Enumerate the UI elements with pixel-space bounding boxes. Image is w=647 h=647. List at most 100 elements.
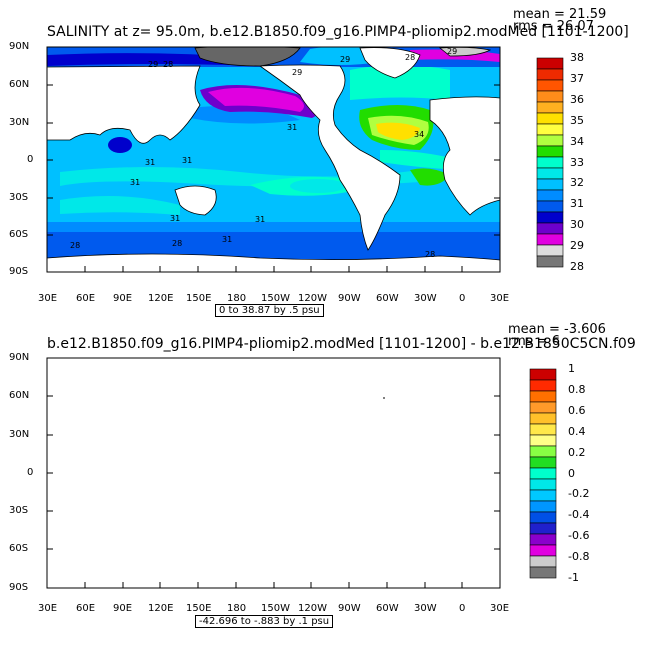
colorbar-swatch bbox=[536, 178, 564, 191]
lon-label: 60W bbox=[376, 603, 399, 614]
lat-label: 30S bbox=[9, 505, 29, 516]
contour-label: 31 bbox=[145, 158, 155, 167]
colorbar-swatch bbox=[536, 101, 564, 114]
lon-label: 30W bbox=[414, 603, 437, 614]
colorbar-label: -0.4 bbox=[568, 508, 590, 522]
lon-label: 30E bbox=[490, 603, 510, 614]
colorbar-label: 37 bbox=[570, 71, 584, 85]
colorbar-swatch bbox=[536, 211, 564, 224]
lon-label: 150W bbox=[261, 603, 290, 614]
lat-label: 30N bbox=[9, 429, 30, 440]
lon-label: 90E bbox=[113, 293, 133, 304]
colorbar-swatch bbox=[529, 489, 557, 502]
colorbar-swatch bbox=[529, 368, 557, 381]
colorbar-label: 32 bbox=[570, 176, 584, 190]
colorbar-label: 36 bbox=[570, 92, 584, 106]
panel2-colorbar bbox=[529, 368, 557, 579]
panel2-rms: rms = 6 bbox=[508, 334, 560, 349]
contour-label: 28 bbox=[70, 241, 80, 250]
lat-label: 30N bbox=[9, 117, 30, 128]
colorbar-label: 31 bbox=[570, 197, 584, 211]
colorbar-swatch bbox=[536, 112, 564, 125]
contour-label: 34 bbox=[414, 130, 424, 139]
colorbar-swatch bbox=[536, 200, 564, 213]
colorbar-label: 0.4 bbox=[568, 424, 586, 438]
colorbar-swatch bbox=[529, 412, 557, 425]
colorbar-swatch bbox=[529, 478, 557, 491]
lat-label: 90S bbox=[9, 266, 29, 277]
colorbar-label: 0.2 bbox=[568, 445, 586, 459]
colorbar-swatch bbox=[536, 145, 564, 158]
colorbar-swatch bbox=[529, 445, 557, 458]
lon-label: 90E bbox=[113, 603, 133, 614]
colorbar-label: 28 bbox=[570, 260, 584, 273]
colorbar-swatch bbox=[536, 79, 564, 92]
contour-label: 28 bbox=[163, 60, 173, 69]
colorbar-label: 0.8 bbox=[568, 382, 586, 396]
lat-label: 0 bbox=[27, 467, 34, 478]
lon-label: 90W bbox=[338, 603, 361, 614]
colorbar-label: 33 bbox=[570, 155, 584, 169]
colorbar-swatch bbox=[536, 222, 564, 235]
lon-label: 30E bbox=[38, 603, 58, 614]
colorbar-label: 34 bbox=[570, 134, 584, 148]
colorbar-swatch bbox=[536, 244, 564, 257]
panel1-ticks bbox=[47, 46, 500, 272]
lon-label: 60E bbox=[76, 293, 96, 304]
contour-label: 31 bbox=[287, 123, 297, 132]
contour-label: 31 bbox=[182, 156, 192, 165]
contour-labels: 29 28 28 29 29 29 31 31 31 34 31 31 31 3… bbox=[70, 47, 457, 259]
colorbar-label: 0.6 bbox=[568, 403, 586, 417]
lon-label: 150E bbox=[186, 293, 212, 304]
panel1-mean: mean = 21.59 bbox=[513, 7, 607, 22]
colorbar-swatch bbox=[529, 401, 557, 414]
panel1-title: SALINITY at z= 95.0m, b.e12.B1850.f09_g1… bbox=[47, 24, 629, 40]
panel1-colorbar bbox=[536, 57, 564, 268]
colorbar-label: 29 bbox=[570, 239, 584, 253]
lat-label: 60N bbox=[9, 390, 30, 401]
lon-label: 120E bbox=[148, 293, 174, 304]
colorbar-swatch bbox=[536, 68, 564, 81]
colorbar-swatch bbox=[529, 544, 557, 557]
colorbar-swatch bbox=[529, 456, 557, 469]
colorbar-swatch bbox=[529, 467, 557, 480]
lon-label: 30E bbox=[490, 293, 510, 304]
lat-label: 90S bbox=[9, 582, 29, 593]
contour-label: 28 bbox=[172, 239, 182, 248]
lon-label: 30W bbox=[414, 293, 437, 304]
colorbar-swatch bbox=[529, 566, 557, 579]
lon-label: 120W bbox=[298, 603, 327, 614]
colorbar-swatch bbox=[529, 379, 557, 392]
lat-label: 60S bbox=[9, 229, 29, 240]
colorbar-swatch bbox=[536, 255, 564, 268]
colorbar-swatch bbox=[536, 156, 564, 169]
lat-label: 90N bbox=[9, 41, 30, 52]
lon-label: 150W bbox=[261, 293, 290, 304]
lat-label: 30S bbox=[9, 192, 29, 203]
colorbar-label: -0.2 bbox=[568, 487, 590, 501]
colorbar-swatch bbox=[536, 167, 564, 180]
contour-label: 29 bbox=[340, 55, 350, 64]
lat-label: 0 bbox=[27, 154, 34, 165]
colorbar-label: -0.8 bbox=[568, 550, 590, 564]
panel1-range: 0 to 38.87 by .5 psu bbox=[215, 304, 324, 317]
panel2-field bbox=[47, 358, 500, 588]
contour-label: 31 bbox=[130, 178, 140, 187]
panel1-rms: rms = 26.07 bbox=[513, 19, 594, 34]
lon-label: 120E bbox=[148, 603, 174, 614]
contour-label: 31 bbox=[170, 214, 180, 223]
lon-label: 90W bbox=[338, 293, 361, 304]
lat-label: 90N bbox=[9, 352, 30, 363]
colorbar-swatch bbox=[536, 123, 564, 136]
lat-label: 60N bbox=[9, 79, 30, 90]
contour-label: 28 bbox=[405, 53, 415, 62]
colorbar-swatch bbox=[529, 522, 557, 535]
colorbar-swatch bbox=[529, 423, 557, 436]
lon-label: 150E bbox=[186, 603, 212, 614]
lon-label: 60E bbox=[76, 603, 96, 614]
colorbar-label: 1 bbox=[568, 362, 575, 375]
lat-label: 60S bbox=[9, 543, 29, 554]
contour-label: 31 bbox=[255, 215, 265, 224]
colorbar-label: -1 bbox=[568, 571, 579, 584]
